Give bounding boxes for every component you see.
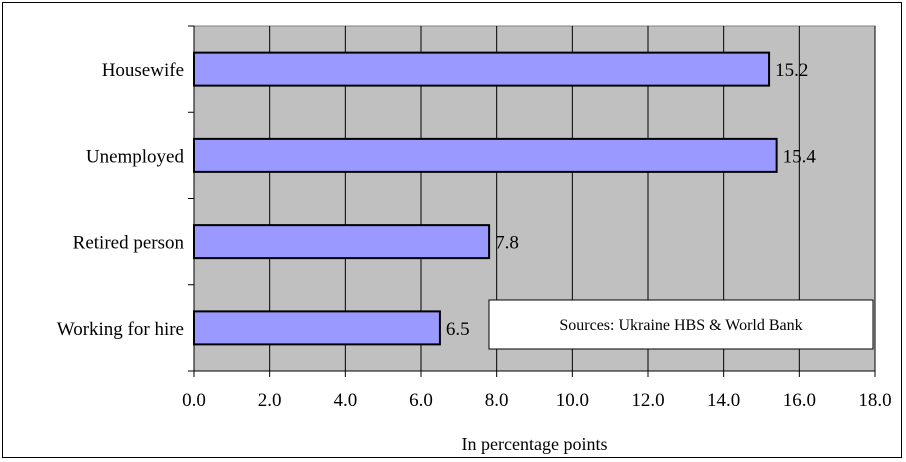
x-tick-label: 10.0 <box>556 390 589 411</box>
bar <box>193 137 778 173</box>
source-note: Sources: Ukraine HBS & World Bank <box>488 299 874 350</box>
x-tick-label: 0.0 <box>182 390 206 411</box>
x-tick-label: 12.0 <box>631 390 664 411</box>
x-tick-label: 18.0 <box>858 390 891 411</box>
bar <box>193 310 441 346</box>
x-tick-label: 16.0 <box>783 390 816 411</box>
data-labels: 15.2 15.4 7.8 6.5 <box>446 60 816 340</box>
category-label: Retired person <box>73 233 185 254</box>
x-tick-label: 6.0 <box>409 390 433 411</box>
data-label: 7.8 <box>495 233 519 254</box>
x-tick-labels: 0.0 2.0 4.0 6.0 8.0 10.0 12.0 14.0 16.0 18.0 <box>182 390 892 411</box>
bar <box>193 51 771 87</box>
source-box <box>488 299 874 350</box>
bar <box>193 224 491 260</box>
category-labels: Housewife Unemployed Retired person Working… <box>57 60 185 340</box>
data-label: 15.2 <box>775 60 808 81</box>
bars <box>193 51 778 346</box>
category-label: Working for hire <box>57 319 184 340</box>
data-label: 6.5 <box>446 319 470 340</box>
x-axis-title: In percentage points <box>462 434 608 454</box>
x-tick-label: 2.0 <box>258 390 282 411</box>
x-tick-label: 8.0 <box>485 390 509 411</box>
x-tick-label: 14.0 <box>707 390 740 411</box>
x-tick-label: 4.0 <box>333 390 357 411</box>
source-text: Sources: Ukraine HBS & World Bank <box>559 317 802 334</box>
category-label: Unemployed <box>86 146 185 167</box>
data-label: 15.4 <box>783 146 817 167</box>
category-label: Housewife <box>102 60 184 81</box>
